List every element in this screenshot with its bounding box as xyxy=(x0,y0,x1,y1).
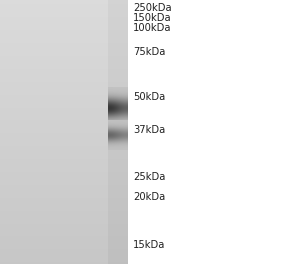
Text: 37kDa: 37kDa xyxy=(133,125,165,135)
Text: 250kDa: 250kDa xyxy=(133,3,171,13)
Text: 25kDa: 25kDa xyxy=(133,172,165,182)
Text: 75kDa: 75kDa xyxy=(133,47,165,57)
Text: 20kDa: 20kDa xyxy=(133,192,165,202)
Text: 50kDa: 50kDa xyxy=(133,92,165,102)
Text: 15kDa: 15kDa xyxy=(133,240,165,250)
Text: 100kDa: 100kDa xyxy=(133,23,171,33)
Text: 150kDa: 150kDa xyxy=(133,13,171,23)
